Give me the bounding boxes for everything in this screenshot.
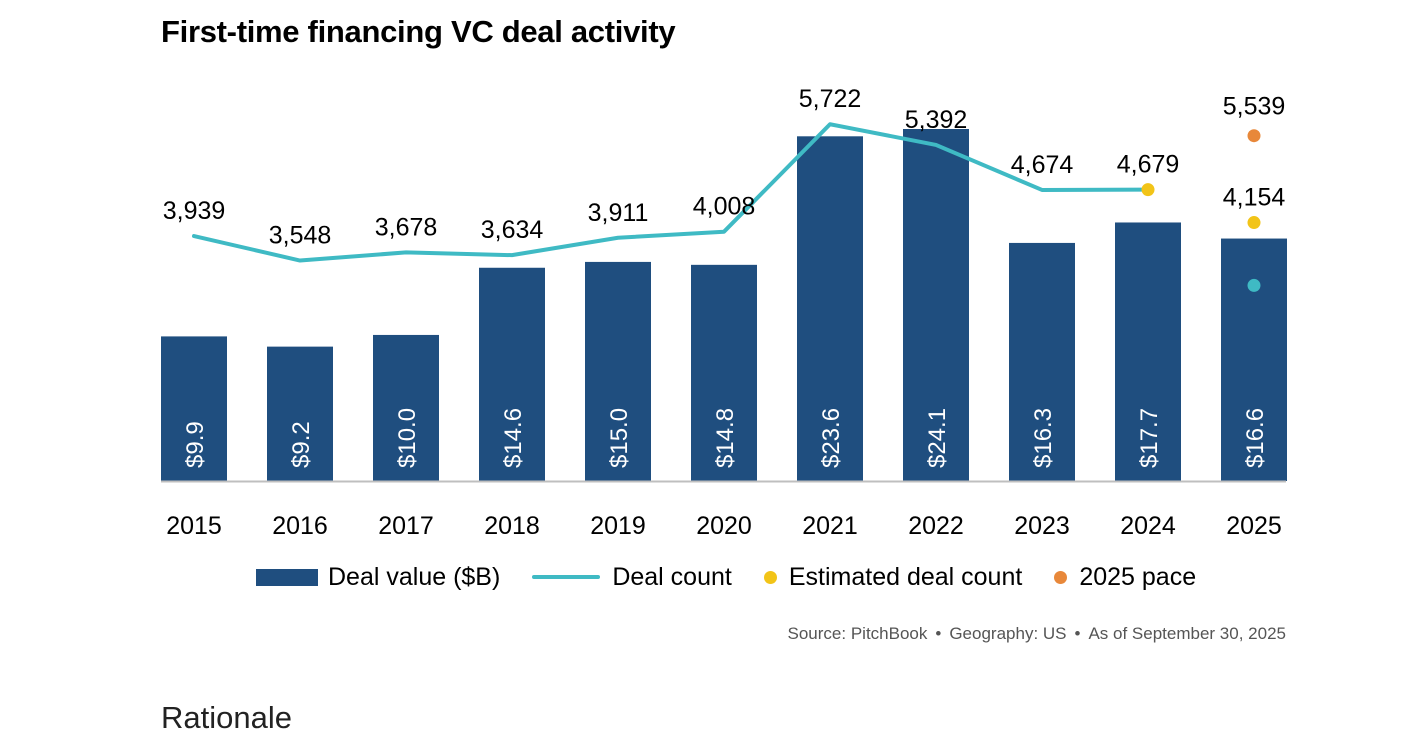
legend-item-pace: 2025 pace xyxy=(1054,563,1196,592)
chart-title: First-time financing VC deal activity xyxy=(161,14,676,49)
legend-label-deal-count: Deal count xyxy=(612,562,732,591)
bar-2019 xyxy=(585,261,651,481)
deal-count-line xyxy=(192,122,1150,263)
bar-value-label: $14.8 xyxy=(712,408,739,468)
legend-label-pace: 2025 pace xyxy=(1079,562,1197,591)
deal-count-label: 3,911 xyxy=(588,199,649,227)
geography-text: Geography: US xyxy=(949,624,1067,643)
source-note: Source: PitchBook • Geography: US • As of Se… xyxy=(788,624,1286,644)
x-tick-label: 2023 xyxy=(1014,512,1070,540)
separator: • xyxy=(1074,624,1081,643)
x-tick-label: 2019 xyxy=(590,512,646,540)
bar-2021 xyxy=(797,136,863,481)
x-tick-label: 2015 xyxy=(166,512,222,540)
bar-2018 xyxy=(479,267,545,481)
bar-2024 xyxy=(1115,222,1181,481)
x-tick-label: 2018 xyxy=(484,512,540,540)
bar-2020 xyxy=(691,264,757,481)
legend-item-estimated: Estimated deal count xyxy=(763,562,1023,592)
deal-count-point-2025 xyxy=(1247,278,1261,292)
legend-yellow-dot xyxy=(763,570,777,584)
estimated-label: 4,154 xyxy=(1223,184,1286,212)
chart: $9.9 $9.2 $10.0 $14.6 $15.0 $14.8 $23.6 $24.1 $1… xyxy=(161,85,1287,540)
deal-count-label: 3,678 xyxy=(375,213,438,241)
deal-count-label: 4,008 xyxy=(693,193,756,221)
bar-value-label: $16.6 xyxy=(1242,408,1269,468)
legend-line-swatch xyxy=(532,575,601,579)
bar-value-label: $17.7 xyxy=(1136,408,1163,468)
legend-label-estimated: Estimated deal count xyxy=(788,562,1023,591)
deal-count-label: 5,392 xyxy=(905,106,968,134)
bar-2022 xyxy=(903,129,969,481)
legend-item-deal-count: Deal count xyxy=(532,563,732,592)
deal-count-label: 4,674 xyxy=(1011,151,1074,179)
estimated-point xyxy=(1141,183,1155,197)
pace-label: 5,539 xyxy=(1223,93,1286,121)
bar-value-label: $15.0 xyxy=(606,408,633,468)
bar-2016 xyxy=(267,346,333,481)
deal-count-label: 3,634 xyxy=(481,216,544,244)
bar-value-label: $10.0 xyxy=(394,408,421,468)
bar-value-label: $24.1 xyxy=(924,408,951,468)
source-text: Source: PitchBook xyxy=(787,624,928,643)
x-tick-label: 2020 xyxy=(696,512,752,540)
bar-value-label: $16.3 xyxy=(1030,408,1057,468)
x-tick-label: 2024 xyxy=(1120,512,1176,540)
legend-bar-swatch xyxy=(256,568,318,586)
estimated-label: 4,679 xyxy=(1117,151,1180,179)
rationale-heading: Rationale xyxy=(161,700,292,735)
bar-value-label: $23.6 xyxy=(818,408,845,468)
legend-item-deal-value: Deal value ($B) xyxy=(256,563,500,592)
x-tick-label: 2025 xyxy=(1226,512,1282,540)
legend-label-deal-value: Deal value ($B) xyxy=(328,562,501,591)
bar-2015 xyxy=(161,336,227,481)
as-of-text: As of September 30, 2025 xyxy=(1088,624,1286,643)
x-tick-label: 2021 xyxy=(802,512,858,540)
deal-count-label: 3,548 xyxy=(269,222,332,250)
bar-value-label: $9.2 xyxy=(288,421,315,468)
x-tick-label: 2017 xyxy=(378,512,434,540)
bar-value-label: $9.9 xyxy=(182,421,209,468)
separator: • xyxy=(935,624,942,643)
bar-2023 xyxy=(1009,242,1075,481)
pace-point xyxy=(1247,129,1261,143)
estimated-point xyxy=(1247,216,1261,230)
bar-value-label: $14.6 xyxy=(500,408,527,468)
legend: Deal value ($B) Deal count Estimated dea… xyxy=(256,561,1228,593)
x-tick-label: 2022 xyxy=(908,512,964,540)
x-tick-label: 2016 xyxy=(272,512,328,540)
deal-count-label: 5,722 xyxy=(799,85,862,113)
bar-2017 xyxy=(373,334,439,481)
deal-count-label: 3,939 xyxy=(163,197,226,225)
legend-orange-dot xyxy=(1054,570,1068,584)
